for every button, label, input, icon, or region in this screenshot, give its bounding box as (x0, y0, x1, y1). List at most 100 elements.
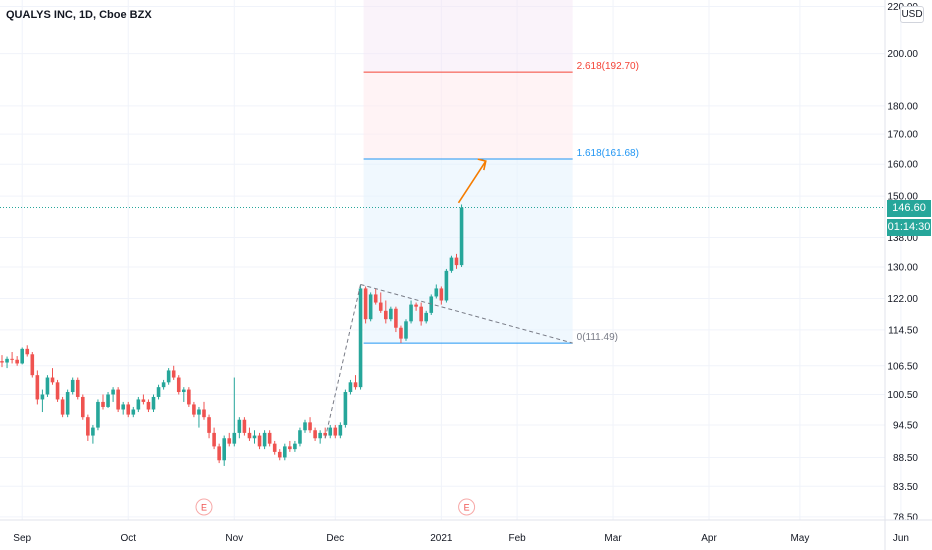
candle-body (434, 288, 439, 297)
candle-body (75, 379, 80, 397)
candle-body (288, 446, 292, 450)
candlestick-series (0, 204, 464, 466)
candle-body (399, 327, 403, 339)
y-tick-label: 150.00 (887, 192, 918, 203)
x-tick-label: Sep (13, 533, 31, 544)
candle-body (237, 419, 242, 433)
candle-body (81, 396, 85, 418)
y-tick-label: 200.00 (887, 49, 918, 60)
candle-body (161, 382, 166, 388)
candle-body (65, 392, 70, 415)
candle-body (454, 257, 459, 266)
candle-body (101, 401, 105, 407)
candle-body (348, 382, 353, 393)
candle-body (358, 288, 363, 388)
candle-body (353, 382, 358, 388)
candle-body (30, 354, 35, 376)
candle-body (323, 432, 327, 436)
fib-level-label: 0(111.49) (577, 332, 618, 343)
rally-dashed-line (324, 284, 362, 439)
y-tick-label: 83.50 (893, 482, 918, 493)
candle-body (15, 359, 19, 364)
candle-body (242, 419, 247, 433)
candle-body (293, 443, 297, 450)
earnings-marker-icon (458, 498, 476, 516)
x-tick-label: Dec (326, 533, 344, 544)
y-tick-label: 130.00 (887, 263, 918, 274)
x-tick-label: Apr (701, 533, 717, 544)
candle-body (50, 377, 55, 383)
candle-body (283, 446, 287, 458)
candle-body (308, 422, 312, 431)
candle-body (166, 370, 171, 383)
fib-level-label: 2.618(192.70) (577, 61, 639, 72)
fib-extension-zone: 2.618(192.70) 1.618(161.68) 0(111.49) (363, 0, 639, 344)
candle-body (141, 399, 146, 402)
trend-dashed-line (360, 283, 573, 344)
candle-body (272, 443, 277, 452)
candle-body (439, 288, 444, 301)
candle-body (207, 417, 211, 433)
y-tick-label: 180.00 (887, 101, 918, 112)
candle-body (116, 389, 120, 410)
x-tick-label: Oct (120, 533, 136, 544)
candle-body (136, 399, 141, 410)
candle-body (368, 294, 373, 320)
candle-body (424, 312, 428, 322)
candle-body (176, 377, 181, 393)
candle-body (70, 379, 75, 393)
candle-body (459, 207, 464, 266)
candle-body (389, 308, 393, 320)
y-tick-label: 138.00 (887, 233, 918, 244)
candle-body (35, 375, 40, 400)
candle-body (449, 257, 454, 271)
candle-body (333, 427, 338, 436)
candle-body (328, 427, 333, 436)
candle-body (171, 370, 176, 378)
candle-body (91, 427, 95, 436)
candle-body (111, 389, 115, 395)
countdown-tag: 01:14:30 (887, 219, 931, 236)
candle-body (429, 296, 434, 313)
candle-body (378, 302, 383, 311)
y-tick-label: 160.00 (887, 160, 918, 171)
fib-zone-red (363, 72, 573, 160)
candle-body (222, 438, 226, 461)
candle-body (25, 348, 30, 355)
candle-body (373, 294, 378, 303)
candle-body (131, 409, 136, 415)
candle-body (146, 401, 151, 410)
x-tick-label: May (790, 533, 809, 544)
candle-body (187, 389, 191, 405)
x-tick-label: Nov (225, 533, 243, 544)
candle-body (298, 430, 302, 444)
price-axis: 220.00200.00180.00170.00160.00150.00138.… (884, 0, 918, 550)
y-tick-label: 78.50 (893, 512, 918, 523)
projection-arrow (457, 160, 487, 204)
earnings-marker-icon (195, 498, 213, 516)
candle-body (404, 321, 408, 339)
candle-body (96, 401, 100, 428)
drawing-overlay (0, 158, 885, 439)
candle-body (202, 409, 206, 418)
candle-body (394, 308, 398, 328)
fib-zone-blue (363, 159, 573, 344)
candle-body (45, 377, 50, 395)
candle-body (5, 358, 9, 363)
chart-grid (0, 0, 902, 520)
candle-body (277, 451, 282, 458)
fib-zone-top (363, 0, 573, 73)
candle-body (252, 435, 257, 439)
candle-body (212, 432, 216, 447)
candle-body (192, 404, 196, 415)
y-tick-label: 88.50 (893, 453, 918, 464)
currency-button[interactable]: USD (900, 6, 924, 23)
candle-body (40, 394, 45, 400)
fib-level-label: 1.618(161.68) (577, 148, 639, 159)
y-tick-label: 170.00 (887, 130, 918, 141)
candle-body (303, 422, 307, 431)
x-tick-label: Mar (604, 533, 622, 544)
candle-body (267, 432, 272, 444)
y-tick-label: 106.50 (887, 361, 918, 372)
